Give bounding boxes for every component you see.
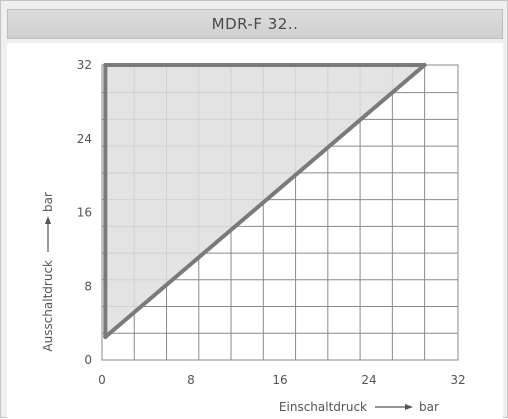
x-axis-label: Einschaltdruck — [279, 400, 367, 414]
y-tick-label: 0 — [84, 353, 92, 367]
x-tick-label: 24 — [361, 373, 376, 387]
x-tick-label: 16 — [272, 373, 287, 387]
x-axis-arrow-icon — [405, 404, 413, 410]
y-tick-label: 8 — [84, 279, 92, 293]
x-tick-label: 8 — [187, 373, 195, 387]
x-tick-label: 32 — [450, 373, 465, 387]
x-axis-unit: bar — [419, 400, 439, 414]
y-axis-arrow-icon — [45, 216, 51, 224]
y-tick-label: 32 — [77, 58, 92, 72]
y-tick-label: 16 — [77, 206, 92, 220]
tick-layer: 0 8 16 24 32 0 8 16 24 32 — [77, 58, 466, 387]
x-tick-label: 0 — [98, 373, 106, 387]
y-axis-unit: bar — [41, 192, 55, 212]
chart-title: MDR-F 32.. — [7, 9, 503, 39]
series-layer — [103, 63, 427, 339]
y-tick-label: 24 — [77, 132, 92, 146]
y-axis-label: Ausschaltdruck — [41, 260, 55, 352]
differential-line — [103, 63, 427, 339]
x-axis-label-group: Einschaltdruck bar — [279, 400, 439, 414]
y-axis-label-group: Ausschaltdruck bar — [41, 192, 55, 352]
